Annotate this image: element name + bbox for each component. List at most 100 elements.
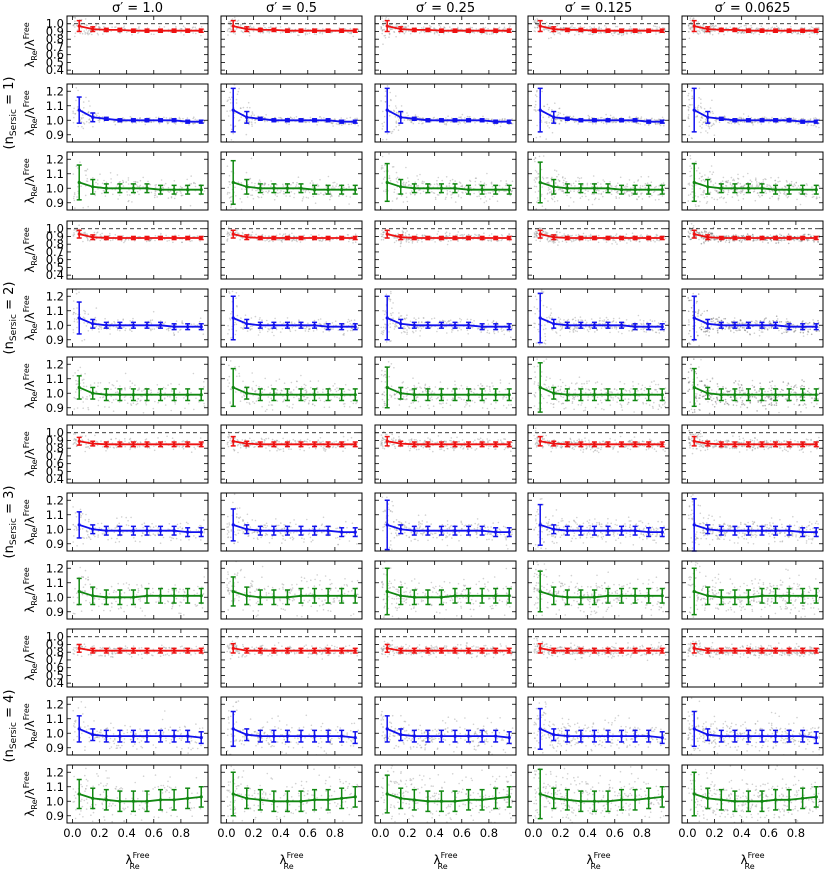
scatter-point [83, 30, 85, 32]
scatter-point [383, 115, 386, 118]
scatter-point [254, 182, 256, 185]
scatter-point [150, 121, 153, 124]
scatter-point [330, 121, 333, 124]
scatter-point [123, 25, 125, 28]
scatter-point [93, 231, 96, 234]
scatter-point [451, 178, 454, 181]
scatter-point [690, 66, 692, 68]
median-point [579, 28, 583, 32]
median-point [552, 27, 556, 31]
scatter-point [591, 33, 594, 36]
scatter-point [180, 28, 183, 30]
median-line [233, 25, 356, 32]
scatter-point [282, 183, 284, 186]
scatter-point [805, 192, 807, 195]
scatter-point [331, 31, 333, 34]
scatter-point [414, 114, 417, 116]
scatter-point [584, 192, 586, 195]
scatter-point [269, 26, 271, 29]
scatter-point [113, 121, 115, 123]
scatter-point [691, 89, 693, 92]
scatter-point [710, 180, 712, 182]
scatter-point [633, 181, 635, 184]
scatter-point [489, 192, 492, 194]
scatter-point [640, 117, 642, 120]
median-point [606, 29, 610, 33]
scatter-point [643, 118, 646, 121]
scatter-point [755, 181, 758, 183]
scatter-point [98, 118, 101, 121]
scatter-point [690, 22, 692, 24]
scatter-point [762, 181, 764, 183]
median-point [592, 118, 597, 122]
scatter-point [505, 180, 508, 182]
median-point [91, 235, 95, 239]
scatter-point [136, 181, 139, 183]
scatter-point [92, 125, 94, 128]
scatter-point [158, 122, 161, 125]
scatter-point [304, 121, 307, 124]
scatter-point [593, 198, 596, 201]
scatter-point [663, 29, 666, 32]
scatter-point [88, 119, 90, 121]
scatter-point [572, 201, 575, 203]
scatter-point [354, 123, 356, 126]
scatter-point [232, 32, 235, 34]
scatter-point [656, 28, 659, 31]
scatter-point [259, 32, 262, 34]
scatter-point [641, 28, 643, 31]
scatter-point [178, 116, 181, 119]
median-point [787, 29, 791, 33]
scatter-point [709, 33, 711, 35]
scatter-point [127, 183, 130, 185]
scatter-point [592, 32, 595, 35]
scatter-point [796, 33, 798, 35]
scatter-point [327, 175, 330, 178]
scatter-point [318, 116, 321, 118]
scatter-point [312, 186, 314, 189]
scatter-point [309, 182, 312, 184]
scatter-point [450, 28, 453, 30]
scatter-point [276, 195, 278, 198]
scatter-point [602, 190, 605, 193]
scatter-point [469, 180, 472, 183]
scatter-point [548, 106, 550, 109]
scatter-point [755, 27, 758, 30]
scatter-point [797, 32, 799, 35]
scatter-point [697, 104, 700, 107]
scatter-point [464, 122, 467, 124]
median-point [285, 186, 290, 190]
scatter-point [388, 213, 390, 215]
scatter-point [565, 181, 567, 183]
scatter-point [97, 119, 100, 122]
scatter-point [487, 27, 489, 30]
scatter-point [615, 25, 617, 28]
scatter-point [809, 28, 811, 30]
scatter-point [569, 190, 572, 192]
scatter-point [534, 19, 537, 21]
scatter-point [616, 25, 619, 28]
scatter-point [638, 28, 641, 30]
scatter-point [459, 182, 462, 184]
scatter-point [350, 123, 353, 125]
median-point [633, 188, 637, 192]
scatter-point [550, 37, 552, 39]
scatter-point [612, 121, 615, 124]
scatter-point [88, 32, 91, 35]
scatter-point [85, 28, 88, 31]
scatter-point [633, 33, 635, 35]
scatter-point [438, 184, 441, 187]
scatter-point [613, 32, 615, 34]
scatter-point [313, 33, 316, 35]
scatter-point [382, 43, 384, 45]
scatter-point [237, 23, 240, 26]
scatter-point [193, 122, 196, 124]
scatter-point [703, 30, 706, 33]
scatter-point [534, 103, 537, 106]
scatter-point [604, 24, 606, 27]
scatter-point [407, 184, 410, 187]
median-point [245, 185, 249, 189]
median-point [340, 29, 344, 33]
scatter-point [248, 123, 250, 126]
scatter-point [149, 239, 152, 242]
